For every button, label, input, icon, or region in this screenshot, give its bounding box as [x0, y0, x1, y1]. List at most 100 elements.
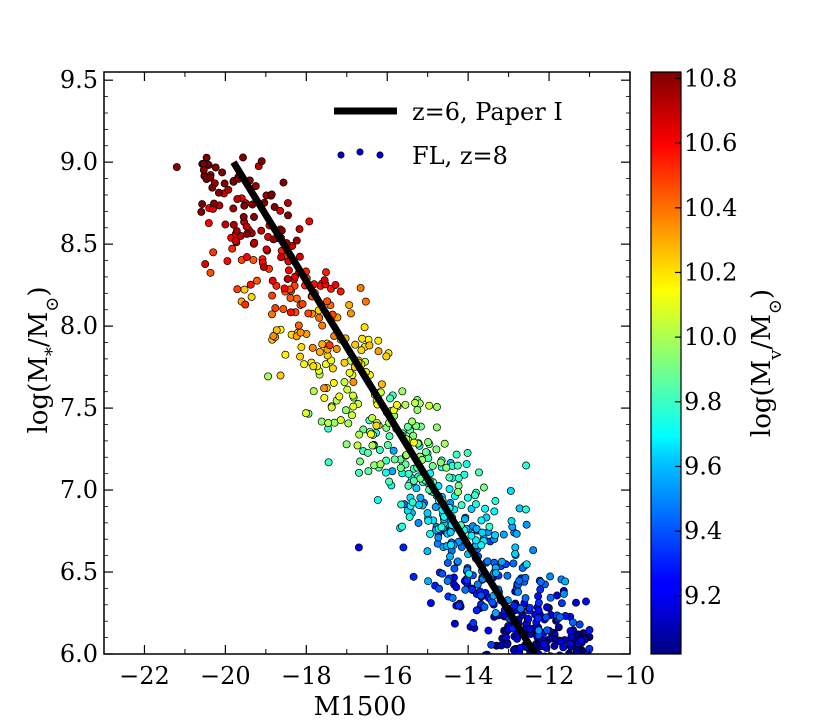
- data-point: [463, 449, 472, 457]
- y-tick-label: 9.5: [60, 66, 98, 94]
- data-point: [566, 639, 574, 648]
- data-point: [346, 309, 355, 318]
- data-point: [454, 474, 463, 483]
- legend: z=6, Paper I FL, z=8: [334, 98, 563, 170]
- data-point: [376, 460, 385, 469]
- data-point: [398, 387, 407, 396]
- data-point: [280, 284, 289, 293]
- data-point: [426, 529, 435, 538]
- data-point: [481, 651, 490, 654]
- x-tick-label: −16: [362, 662, 413, 690]
- data-point: [241, 300, 250, 309]
- data-point: [322, 268, 330, 277]
- data-point: [578, 666, 585, 673]
- data-point: [408, 417, 417, 426]
- data-point: [554, 623, 563, 632]
- data-point: [577, 665, 584, 672]
- data-point: [250, 238, 259, 247]
- data-point: [512, 529, 521, 538]
- data-point: [514, 587, 522, 596]
- data-point: [246, 280, 255, 289]
- colorbar-tick-label: 10.2: [684, 258, 737, 286]
- data-point: [411, 399, 419, 407]
- data-point: [283, 199, 292, 208]
- data-point: [543, 626, 552, 635]
- data-point: [432, 423, 441, 432]
- data-point: [442, 463, 451, 472]
- data-point: [483, 557, 492, 566]
- legend-point-swatch: [337, 151, 345, 159]
- data-point: [340, 358, 349, 367]
- data-point: [487, 640, 496, 649]
- data-point: [399, 543, 408, 552]
- data-point: [448, 594, 457, 602]
- data-point: [220, 179, 229, 188]
- data-point: [397, 500, 406, 509]
- data-point: [309, 387, 318, 396]
- data-point: [550, 642, 559, 650]
- data-point: [197, 207, 206, 216]
- data-point: [453, 557, 462, 566]
- data-point: [363, 448, 372, 457]
- data-point: [232, 227, 241, 236]
- data-point: [445, 485, 454, 494]
- data-point: [465, 569, 473, 578]
- colorbar-tick-label: 10.8: [684, 64, 737, 92]
- data-point: [233, 195, 242, 204]
- data-point: [566, 627, 575, 636]
- data-point: [581, 663, 588, 670]
- data-point: [454, 601, 463, 610]
- data-point: [353, 441, 362, 450]
- data-point: [522, 461, 531, 470]
- data-point: [336, 287, 345, 296]
- data-point: [298, 300, 307, 308]
- data-point: [509, 559, 518, 568]
- data-point: [477, 591, 486, 600]
- data-point: [585, 658, 592, 665]
- data-point: [521, 594, 530, 603]
- data-point: [276, 206, 285, 215]
- data-point: [443, 577, 452, 585]
- data-point: [534, 592, 543, 601]
- data-point: [453, 461, 462, 470]
- data-point: [355, 468, 363, 477]
- data-point: [304, 309, 313, 318]
- data-point: [575, 620, 584, 629]
- data-point: [320, 393, 329, 402]
- data-point: [356, 283, 365, 292]
- data-point: [472, 524, 481, 533]
- colorbar-tick-label: 9.6: [684, 452, 722, 480]
- data-point: [431, 503, 440, 511]
- data-point: [268, 310, 276, 319]
- data-point: [336, 416, 345, 425]
- data-point: [506, 486, 515, 495]
- data-point: [315, 347, 324, 356]
- data-point: [257, 157, 266, 166]
- data-point: [355, 430, 364, 439]
- relation-line: [230, 160, 538, 654]
- data-point: [412, 484, 421, 493]
- data-point: [240, 285, 249, 294]
- data-point: [497, 658, 504, 665]
- data-point: [321, 360, 330, 369]
- data-point: [461, 585, 470, 594]
- data-point: [365, 341, 374, 350]
- data-point: [414, 518, 423, 527]
- data-point: [345, 301, 354, 310]
- data-point: [253, 276, 261, 285]
- data-point: [381, 468, 390, 477]
- data-point: [324, 458, 333, 467]
- data-point: [438, 569, 447, 578]
- data-point: [284, 266, 293, 275]
- colorbar-tick-label: 10.4: [684, 194, 737, 222]
- colorbar-tick-label: 10.0: [684, 323, 737, 351]
- data-point: [426, 599, 435, 608]
- data-point: [471, 500, 480, 509]
- data-point: [521, 573, 530, 582]
- data-point: [490, 507, 499, 516]
- data-point: [335, 392, 344, 401]
- data-point: [398, 522, 407, 531]
- data-point: [404, 469, 413, 478]
- data-point: [475, 468, 483, 477]
- x-axis-title: M1500: [314, 692, 407, 722]
